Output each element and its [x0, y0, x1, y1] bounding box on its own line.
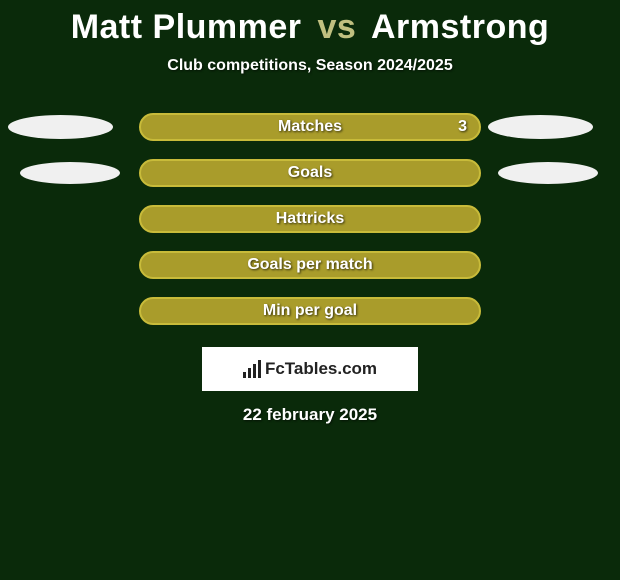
- right-ellipse: [488, 115, 593, 139]
- left-ellipse: [8, 115, 113, 139]
- player1-name: Matt Plummer: [71, 8, 302, 46]
- stat-row: Goals: [0, 159, 620, 187]
- vs-text: vs: [317, 8, 356, 46]
- stat-row: Min per goal: [0, 297, 620, 325]
- stat-row: Hattricks: [0, 205, 620, 233]
- left-ellipse: [20, 162, 120, 184]
- stat-pill: Hattricks: [139, 205, 481, 233]
- stat-label: Hattricks: [141, 210, 479, 228]
- logo: FcTables.com: [243, 359, 377, 379]
- date-text: 22 february 2025: [0, 405, 620, 425]
- subtitle: Club competitions, Season 2024/2025: [0, 57, 620, 75]
- comparison-title: Matt Plummer vs Armstrong: [0, 0, 620, 47]
- player2-name: Armstrong: [371, 8, 549, 46]
- stat-value-right: 3: [458, 118, 467, 136]
- stat-label: Goals per match: [141, 256, 479, 274]
- stat-row: Matches3: [0, 113, 620, 141]
- stat-row: Goals per match: [0, 251, 620, 279]
- right-ellipse: [498, 162, 598, 184]
- stat-pill: Min per goal: [139, 297, 481, 325]
- logo-bars-icon: [243, 360, 261, 378]
- stat-pill: Goals: [139, 159, 481, 187]
- stat-pill: Goals per match: [139, 251, 481, 279]
- stat-label: Matches: [141, 118, 479, 136]
- stats-rows: Matches3 Goals Hattricks Goals per match Min…: [0, 113, 620, 325]
- logo-box: FcTables.com: [202, 347, 418, 391]
- stat-pill: Matches3: [139, 113, 481, 141]
- stat-label: Goals: [141, 164, 479, 182]
- stat-label: Min per goal: [141, 302, 479, 320]
- logo-text: FcTables.com: [265, 359, 377, 379]
